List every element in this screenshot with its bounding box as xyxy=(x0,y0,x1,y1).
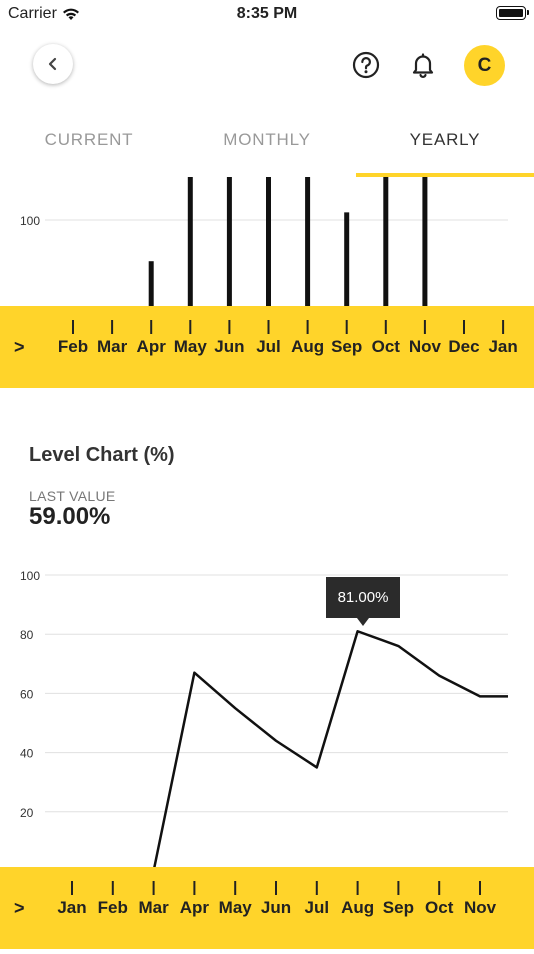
x-tick-label: Jul xyxy=(305,898,330,917)
y-tick-label: 100 xyxy=(20,214,40,228)
y-tick-label: 100 xyxy=(20,569,40,583)
chevron-left-icon xyxy=(48,57,57,71)
carrier: Carrier xyxy=(8,5,80,23)
bar[interactable] xyxy=(344,212,350,307)
chevron-right-icon[interactable]: > xyxy=(14,337,25,357)
last-value-label: LAST VALUE xyxy=(29,488,116,504)
period-tabs: CURRENT MONTHLY YEARLY xyxy=(0,115,534,177)
x-tick-label: Aug xyxy=(341,898,374,917)
bar[interactable] xyxy=(305,177,311,307)
x-tick-label: Nov xyxy=(409,337,442,356)
bell-icon xyxy=(412,53,434,78)
bar[interactable] xyxy=(422,177,428,307)
month-axis-labels: Feb Mar Apr May Jun Jul Aug Sep Oct Nov Dec Jan xyxy=(58,320,518,356)
x-tick-label: Jun xyxy=(214,337,244,356)
x-tick-label: May xyxy=(219,898,253,917)
bar[interactable] xyxy=(148,261,154,307)
bar[interactable] xyxy=(187,177,193,307)
avatar[interactable]: C xyxy=(464,45,505,86)
wifi-icon xyxy=(62,8,79,20)
level-line-chart: 100 80 60 40 20 xyxy=(20,569,508,867)
x-tick-label: Apr xyxy=(137,337,167,356)
carrier-label: Carrier xyxy=(8,5,57,22)
y-tick-label: 60 xyxy=(20,687,34,701)
y-tick-label: 80 xyxy=(20,628,34,642)
y-tick-label: 20 xyxy=(20,806,34,820)
tab-current[interactable]: CURRENT xyxy=(44,130,134,149)
status-bar: Carrier 8:35 PM xyxy=(0,0,534,28)
bar[interactable] xyxy=(383,177,389,307)
top-bar: C xyxy=(0,40,534,90)
month-axis-line-chart: > Jan Feb Mar Apr May Jun Jul Aug Sep Oct Nov xyxy=(0,867,534,949)
x-tick-label: Sep xyxy=(383,898,414,917)
question-icon xyxy=(352,51,380,79)
x-tick-label: Jun xyxy=(261,898,291,917)
x-tick-label: Jul xyxy=(256,337,281,356)
notifications-button[interactable] xyxy=(409,51,437,84)
chevron-right-icon[interactable]: > xyxy=(14,898,25,918)
x-tick-label: Sep xyxy=(331,337,362,356)
y-tick-label: 40 xyxy=(20,747,34,761)
x-tick-label: Jan xyxy=(57,898,86,917)
value-tooltip: 81.00% xyxy=(326,577,400,626)
month-axis-labels: Jan Feb Mar Apr May Jun Jul Aug Sep Oct Nov xyxy=(57,881,497,917)
level-series-line xyxy=(153,629,508,867)
help-button[interactable] xyxy=(352,51,380,84)
x-tick-label: Apr xyxy=(180,898,210,917)
x-tick-label: Dec xyxy=(448,337,479,356)
x-tick-label: Oct xyxy=(425,898,454,917)
yearly-bar-chart: 100 xyxy=(20,177,508,307)
x-tick-label: May xyxy=(174,337,208,356)
x-tick-label: Mar xyxy=(138,898,169,917)
x-tick-label: Aug xyxy=(291,337,324,356)
x-tick-label: Feb xyxy=(98,898,128,917)
x-tick-label: Jan xyxy=(488,337,517,356)
bar[interactable] xyxy=(226,177,232,307)
month-axis-bar-chart: > Feb Mar Apr May Jun Jul Aug Sep Oct Nov Dec Jan xyxy=(0,306,534,388)
last-value: 59.00% xyxy=(29,503,111,530)
x-tick-label: Mar xyxy=(97,337,128,356)
battery-icon xyxy=(496,6,529,20)
clock: 8:35 PM xyxy=(236,5,298,22)
tab-yearly[interactable]: YEARLY xyxy=(356,115,534,177)
back-button[interactable] xyxy=(33,44,73,84)
bar[interactable] xyxy=(266,177,271,307)
x-tick-label: Nov xyxy=(464,898,497,917)
tab-monthly[interactable]: MONTHLY xyxy=(223,130,311,149)
level-chart-title: Level Chart (%) xyxy=(29,444,175,466)
x-tick-label: Oct xyxy=(372,337,401,356)
x-tick-label: Feb xyxy=(58,337,88,356)
